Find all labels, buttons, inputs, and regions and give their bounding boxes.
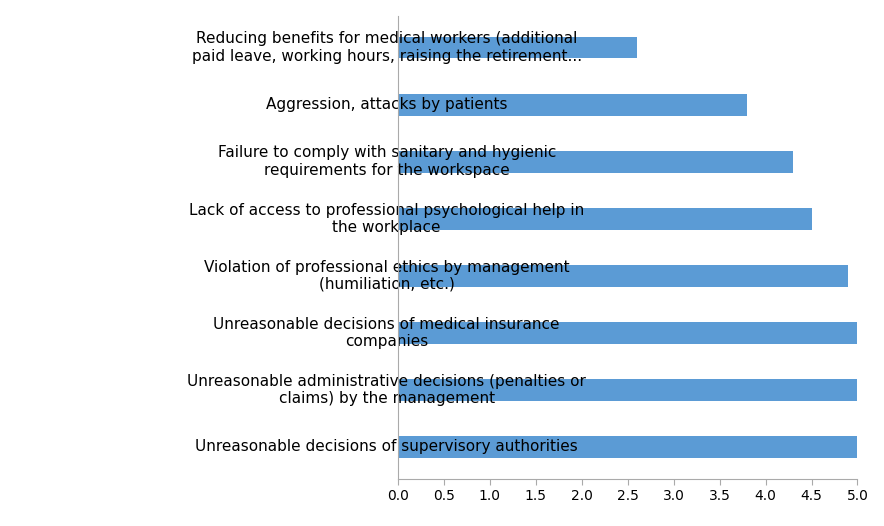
Bar <box>398 208 812 229</box>
Bar <box>398 379 857 401</box>
Bar <box>398 37 636 58</box>
Bar <box>398 265 849 287</box>
Bar <box>398 151 793 173</box>
Bar <box>398 322 857 343</box>
Bar <box>398 94 747 116</box>
Bar <box>398 436 857 458</box>
